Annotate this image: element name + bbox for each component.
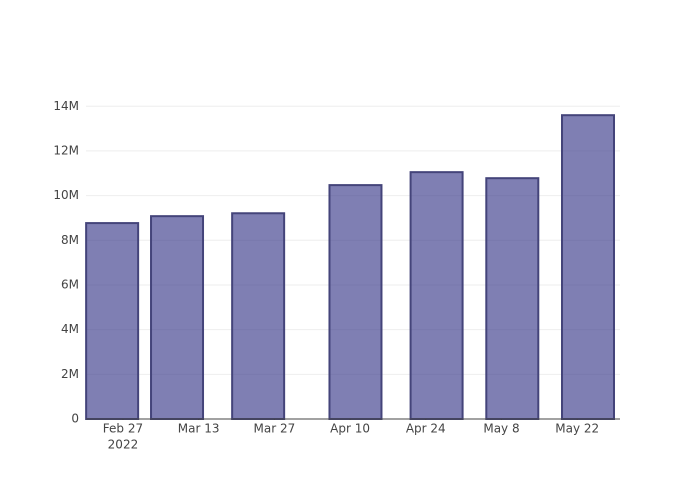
y-tick-label: 6M xyxy=(61,277,79,291)
bar xyxy=(150,215,205,420)
y-tick-label: 0 xyxy=(71,412,79,426)
x-tick-label: Mar 13 xyxy=(178,422,220,436)
x-tick-label: Mar 27 xyxy=(253,422,295,436)
y-tick-label: 12M xyxy=(53,143,79,157)
y-tick-label: 14M xyxy=(53,99,79,113)
y-tick-label: 8M xyxy=(61,233,79,247)
y-tick-label: 4M xyxy=(61,322,79,336)
y-tick-label: 2M xyxy=(61,367,79,381)
x-tick-label: May 22 xyxy=(555,422,599,436)
y-tick-label: 10M xyxy=(53,188,79,202)
bar xyxy=(485,177,540,420)
bar xyxy=(328,184,383,420)
x-tick-label: Apr 24 xyxy=(406,422,446,436)
bar xyxy=(85,222,140,420)
bar xyxy=(561,114,616,420)
x-tick-label: Apr 10 xyxy=(330,422,370,436)
bar xyxy=(409,171,464,420)
x-tick-label: Feb 27 xyxy=(103,422,143,436)
x-axis-year: 2022 xyxy=(108,438,139,452)
bar xyxy=(231,212,286,420)
x-tick-label: May 8 xyxy=(483,422,519,436)
